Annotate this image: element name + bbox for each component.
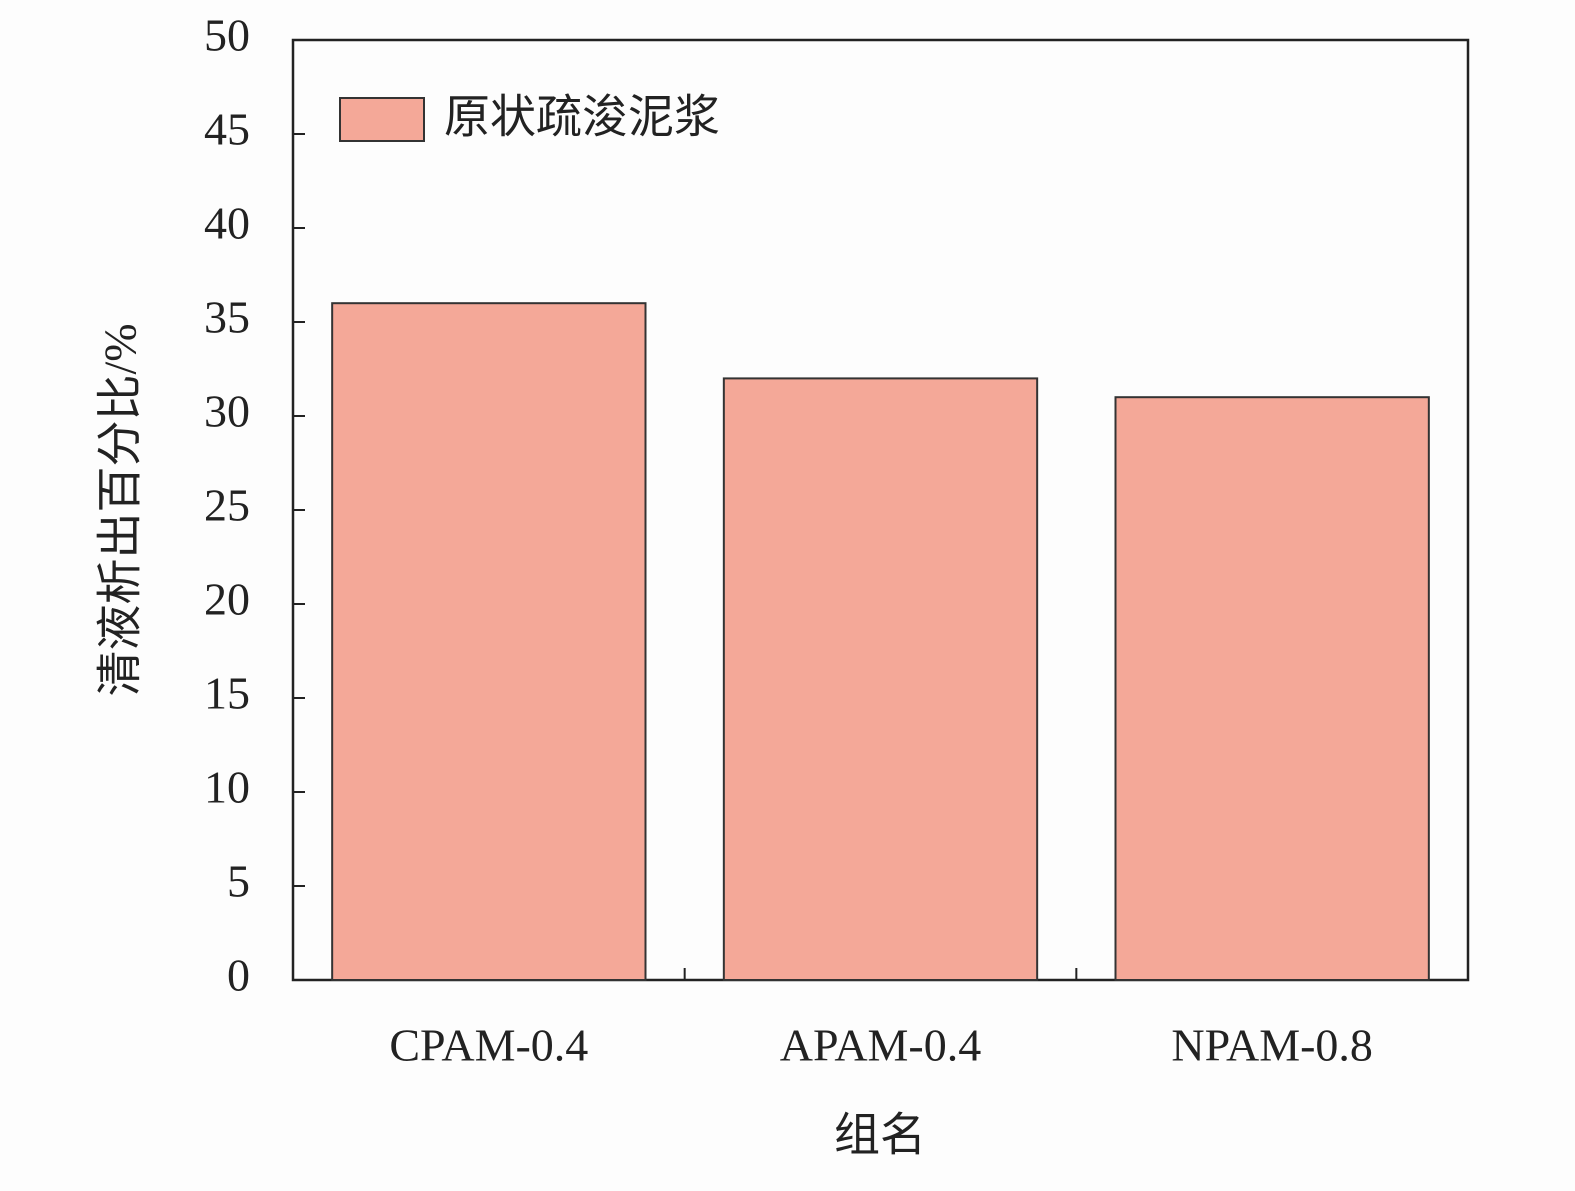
y-tick-label: 5 bbox=[227, 856, 250, 907]
y-tick-label: 25 bbox=[204, 480, 250, 531]
y-tick-label: 0 bbox=[227, 950, 250, 1001]
y-axis-label: 清液析出百分比/% bbox=[95, 323, 146, 696]
x-axis-label: 组名 bbox=[834, 1110, 926, 1161]
y-tick-label: 10 bbox=[204, 762, 250, 813]
bar bbox=[1114, 396, 1430, 981]
y-tick-label: 15 bbox=[204, 668, 250, 719]
legend-label: 原状疏浚泥浆 bbox=[444, 92, 720, 143]
x-tick-label: CPAM-0.4 bbox=[389, 1020, 588, 1071]
bar bbox=[331, 302, 647, 981]
bar bbox=[722, 377, 1039, 981]
x-tick-label: APAM-0.4 bbox=[780, 1020, 982, 1071]
y-tick-label: 50 bbox=[204, 10, 250, 61]
x-tick-label: NPAM-0.8 bbox=[1171, 1020, 1373, 1071]
y-tick-label: 35 bbox=[204, 292, 250, 343]
y-tick-label: 20 bbox=[204, 574, 250, 625]
y-tick-label: 30 bbox=[204, 386, 250, 437]
y-tick-label: 40 bbox=[204, 198, 250, 249]
legend-swatch bbox=[339, 97, 425, 142]
y-tick-label: 45 bbox=[204, 104, 250, 155]
